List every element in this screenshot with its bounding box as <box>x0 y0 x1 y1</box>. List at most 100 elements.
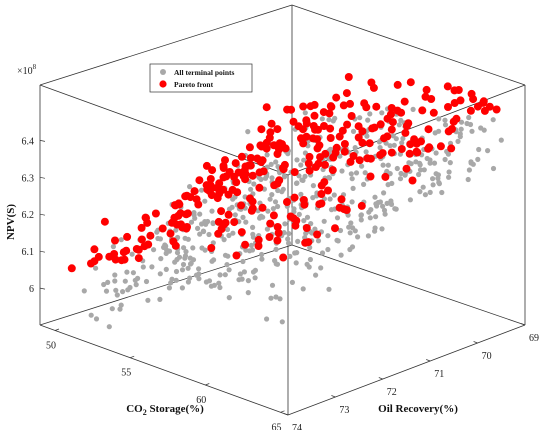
pareto-point <box>289 214 298 223</box>
pareto-point <box>310 100 319 109</box>
terminal-point <box>358 217 364 223</box>
terminal-point <box>400 135 406 142</box>
pareto-point <box>366 172 375 181</box>
terminal-point <box>279 319 285 325</box>
terminal-point <box>318 265 324 271</box>
terminal-point <box>197 211 203 217</box>
pareto-point <box>171 201 180 210</box>
pareto-point <box>183 209 192 218</box>
pareto-point <box>273 179 282 188</box>
terminal-point <box>264 226 270 232</box>
terminal-point <box>439 189 445 196</box>
z-tick-label: 6.1 <box>22 247 35 258</box>
terminal-point <box>352 228 358 234</box>
x-tick-mark <box>54 328 60 331</box>
terminal-point <box>269 282 276 288</box>
y-tick-mark <box>426 359 431 362</box>
pareto-point <box>237 228 246 237</box>
terminal-point <box>384 200 390 206</box>
pareto-point <box>342 89 351 98</box>
pareto-point <box>340 140 349 148</box>
pareto-point <box>202 181 211 190</box>
terminal-point <box>446 169 452 175</box>
terminal-point <box>181 245 187 251</box>
terminal-point <box>430 176 436 182</box>
terminal-point <box>252 267 258 273</box>
terminal-point <box>295 238 301 244</box>
pareto-point <box>357 201 366 210</box>
terminal-point <box>268 161 274 167</box>
terminal-point <box>465 176 471 183</box>
terminal-point <box>158 256 164 262</box>
y-tick-label: 73 <box>339 405 349 416</box>
terminal-point <box>173 277 179 283</box>
terminal-point <box>349 199 355 205</box>
pareto-point <box>317 190 326 198</box>
terminal-point <box>224 262 230 268</box>
terminal-point <box>303 230 309 236</box>
terminal-point <box>222 272 228 278</box>
pareto-point <box>402 122 411 130</box>
z-exponent-superscript: 8 <box>33 63 37 71</box>
terminal-point <box>81 288 87 294</box>
pareto-point <box>344 73 353 81</box>
terminal-point <box>286 231 292 237</box>
pareto-point <box>326 102 335 111</box>
pareto-point <box>405 149 414 158</box>
terminal-point <box>325 233 331 239</box>
terminal-point <box>210 220 216 226</box>
terminal-point <box>353 170 360 176</box>
terminal-point <box>457 131 463 137</box>
terminal-point <box>285 236 291 242</box>
terminal-point <box>196 276 202 282</box>
terminal-point <box>394 165 400 172</box>
pareto-point <box>301 238 310 247</box>
terminal-point <box>93 316 100 322</box>
terminal-point <box>307 256 313 263</box>
terminal-point <box>298 162 304 168</box>
y-tick-label: 72 <box>387 387 397 398</box>
pareto-point <box>372 102 381 111</box>
y-tick-label: 71 <box>434 369 444 380</box>
pareto-point <box>313 230 322 239</box>
pareto-point <box>241 240 250 249</box>
pareto-point <box>347 112 356 120</box>
terminal-point <box>268 295 274 301</box>
pareto-point <box>208 166 217 175</box>
pareto-point <box>169 237 178 246</box>
terminal-point <box>157 296 163 302</box>
terminal-point <box>245 290 251 296</box>
terminal-point <box>221 237 227 243</box>
x-tick-mark <box>130 355 135 359</box>
pareto-point <box>354 133 363 142</box>
terminal-point <box>217 272 223 278</box>
terminal-point <box>326 174 332 181</box>
terminal-point <box>140 264 146 270</box>
terminal-point <box>187 261 194 267</box>
terminal-point <box>190 245 196 251</box>
terminal-point <box>203 279 209 285</box>
pareto-point <box>283 105 292 114</box>
terminal-point <box>377 145 383 151</box>
terminal-point <box>374 203 380 209</box>
terminal-point <box>301 218 307 224</box>
terminal-point <box>420 184 426 190</box>
terminal-point <box>151 247 157 253</box>
terminal-point <box>384 168 390 174</box>
legend-marker-pareto <box>159 80 167 88</box>
terminal-point <box>390 133 396 139</box>
terminal-point <box>358 212 364 219</box>
x-tick-label: 55 <box>121 368 131 379</box>
pareto-point <box>343 120 352 129</box>
pareto-point <box>324 186 332 195</box>
terminal-point <box>391 142 397 148</box>
terminal-point <box>348 220 354 226</box>
pareto-point <box>368 124 377 133</box>
legend: All terminal points Pareto front <box>149 63 253 93</box>
terminal-point <box>406 160 412 166</box>
terminal-point <box>475 156 481 162</box>
y-tick-label: 74 <box>292 423 302 430</box>
terminal-point <box>298 191 304 197</box>
terminal-point <box>174 250 181 256</box>
